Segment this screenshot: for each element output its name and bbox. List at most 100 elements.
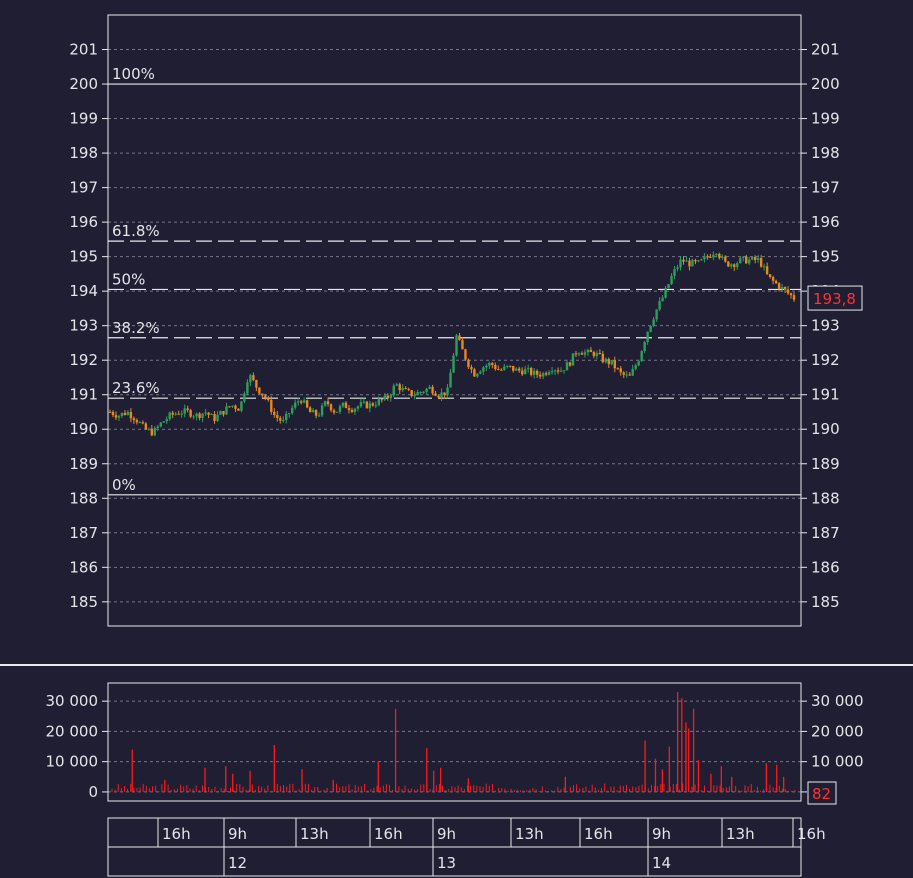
candle-body <box>377 399 381 406</box>
candle-body <box>258 387 261 394</box>
price-tick-label: 198 <box>811 144 840 162</box>
candle-body <box>293 402 297 408</box>
candle-body <box>359 402 363 407</box>
candle-body <box>404 388 407 390</box>
price-tick-label: 199 <box>811 110 840 128</box>
candle-body <box>473 369 476 377</box>
price-tick-label: 199 <box>69 110 98 128</box>
candle-body <box>129 412 133 419</box>
candle-body <box>595 352 599 357</box>
candle-body <box>676 267 679 269</box>
candle-body <box>497 368 500 370</box>
candle-body <box>320 405 324 416</box>
candle-body <box>305 400 309 408</box>
candle-body <box>571 353 575 366</box>
last-volume-box <box>807 781 837 805</box>
candle-body <box>126 412 130 415</box>
candle-body <box>667 284 670 289</box>
candle-body <box>673 268 676 276</box>
price-tick-label: 193 <box>69 317 98 335</box>
last-price-badge: 193,8 <box>807 285 863 311</box>
candle-body <box>228 406 231 408</box>
candle-body <box>114 415 118 418</box>
candle-body <box>338 406 342 412</box>
candle-body <box>697 260 700 262</box>
time-axis[interactable]: 16h 9h 13h 16h 9h 13h 16h 9h 13h 16h 12 13 14 <box>107 817 826 877</box>
time-hour-label: 9h <box>652 825 671 843</box>
candle-body <box>589 349 593 353</box>
time-hour-label: 16h <box>797 825 826 843</box>
price-tick-label: 197 <box>69 179 98 197</box>
time-hour-label: 13h <box>726 825 755 843</box>
candle-body <box>789 293 793 296</box>
price-tick-label: 192 <box>811 351 840 369</box>
candle-body <box>532 370 536 375</box>
candle-body <box>138 422 142 424</box>
candle-body <box>664 288 667 298</box>
candle-body <box>491 362 494 366</box>
candle-body <box>183 408 186 414</box>
price-tick-label: 196 <box>69 213 98 231</box>
volume-tick-label: 0 <box>88 783 98 801</box>
candle-body <box>634 365 637 369</box>
candle-body <box>276 414 279 418</box>
price-tick-label: 185 <box>811 593 840 611</box>
candle-body <box>619 368 622 373</box>
candle-body <box>177 413 180 415</box>
candle-body <box>712 254 715 258</box>
candle-body <box>222 411 225 415</box>
candle-body <box>700 259 703 261</box>
time-hour-label: 16h <box>584 825 613 843</box>
candle-body <box>577 353 581 355</box>
candle-body <box>616 368 619 370</box>
candle-body <box>703 256 706 260</box>
candle-body <box>607 358 611 365</box>
price-tick-label: 190 <box>811 420 840 438</box>
candle-body <box>291 407 294 414</box>
candle-body <box>780 286 784 289</box>
candle-body <box>237 408 240 411</box>
candle-body <box>213 414 216 421</box>
candle-body <box>117 415 121 418</box>
candle-body <box>535 370 539 375</box>
candle-body <box>120 412 124 416</box>
candle-body <box>509 365 512 367</box>
candle-body <box>350 409 354 412</box>
candle-body <box>765 266 769 275</box>
candle-body <box>715 253 718 255</box>
candle-body <box>168 412 171 420</box>
candle-body <box>299 401 303 403</box>
price-axis-right[interactable]: 1851861871881891901911921931941951961971… <box>801 41 840 611</box>
candle-body <box>613 360 616 369</box>
candle-body <box>682 259 685 262</box>
candle-body <box>777 283 781 289</box>
candle-body <box>464 349 467 360</box>
volume-grid <box>108 700 801 793</box>
candle-body <box>386 395 389 399</box>
candle-body <box>562 370 566 372</box>
candle-body <box>494 365 497 369</box>
candle-body <box>586 349 590 353</box>
candle-body <box>470 366 473 370</box>
candle-body <box>541 373 545 377</box>
price-tick-label: 185 <box>69 593 98 611</box>
candle-body <box>762 266 766 268</box>
fib-level-label: 61.8% <box>112 222 160 240</box>
time-day-label: 12 <box>228 854 247 872</box>
price-tick-label: 201 <box>811 41 840 59</box>
candle-body <box>625 374 628 376</box>
candle-body <box>111 412 115 416</box>
candle-body <box>401 388 404 391</box>
candle-body <box>347 408 351 410</box>
candle-body <box>234 405 237 409</box>
candle-body <box>610 360 614 365</box>
candle-body <box>344 402 348 409</box>
candle-body <box>730 264 733 267</box>
candle-body <box>380 399 384 401</box>
price-tick-label: 189 <box>69 455 98 473</box>
last-price-label: 193,8 <box>813 290 856 308</box>
price-tick-label: 198 <box>69 144 98 162</box>
candle-body <box>186 408 189 411</box>
